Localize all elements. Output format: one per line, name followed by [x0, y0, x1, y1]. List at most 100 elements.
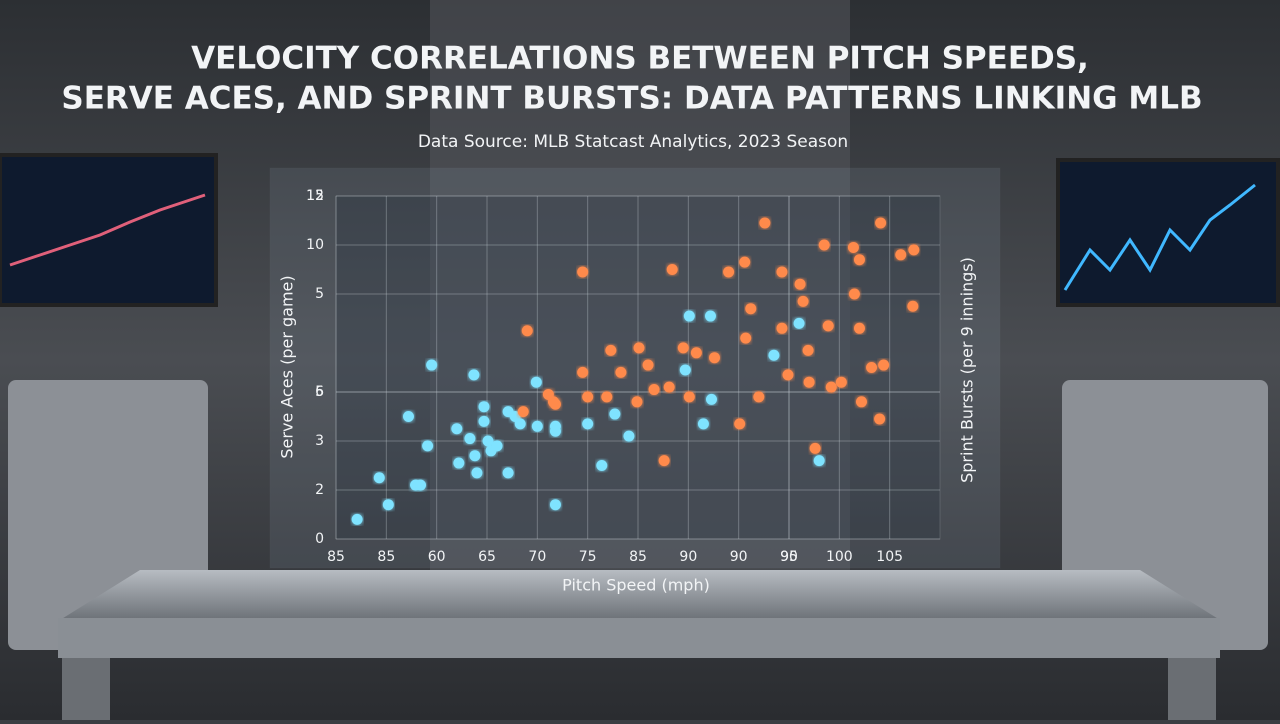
x-tick-label: 70 [528, 549, 546, 565]
x-tick-label: 85 [377, 549, 395, 565]
point [468, 369, 480, 381]
monitor-line [9, 193, 206, 267]
x-tick-label: 65 [478, 549, 496, 565]
point [759, 217, 771, 229]
point [382, 499, 394, 511]
point [453, 457, 465, 469]
x-tick-label: 75 [579, 549, 597, 565]
point [402, 411, 414, 422]
point [577, 266, 589, 278]
point [745, 303, 757, 315]
point [530, 376, 542, 388]
point [351, 513, 363, 525]
point [521, 325, 533, 337]
point [517, 406, 529, 418]
point [596, 460, 608, 471]
point [768, 349, 780, 361]
point [502, 467, 514, 479]
point [782, 369, 794, 381]
point [683, 391, 695, 403]
point [709, 352, 721, 364]
point [705, 393, 717, 405]
point [415, 479, 427, 491]
point [855, 396, 867, 408]
y-tick-label: 3 [315, 433, 324, 449]
x-tick-label: 85 [327, 549, 345, 565]
table-edge [58, 618, 1220, 658]
point [549, 499, 561, 511]
point [549, 398, 561, 410]
point [794, 278, 806, 290]
wall-panel [430, 0, 850, 600]
point [813, 455, 825, 467]
point [704, 310, 716, 322]
point [809, 442, 821, 454]
point [623, 430, 635, 442]
point [776, 322, 788, 334]
point [822, 320, 834, 332]
point [776, 266, 788, 278]
point [739, 256, 751, 268]
point [642, 359, 654, 371]
point [609, 408, 621, 420]
point [615, 366, 627, 378]
point [683, 310, 695, 322]
point [582, 391, 594, 403]
x-tick-label: 90 [730, 549, 748, 565]
point [723, 266, 735, 278]
point [853, 254, 865, 266]
y-tick-label: 0 [315, 531, 324, 547]
point [908, 244, 920, 256]
point [793, 317, 805, 329]
x-tick-label: 90 [679, 549, 697, 565]
point [677, 342, 689, 354]
y-tick-label: 6 [315, 384, 324, 400]
point [895, 249, 907, 261]
point [549, 425, 561, 437]
x-tick-label: 95 [780, 549, 798, 565]
monitor-line [1063, 183, 1256, 291]
point [835, 376, 847, 388]
point [802, 344, 814, 356]
point [907, 300, 919, 312]
point [373, 472, 385, 484]
point [422, 440, 434, 452]
point [631, 396, 643, 408]
point [451, 423, 463, 435]
point [426, 359, 438, 371]
y-tick-label: 15 [306, 188, 324, 204]
title-line: SERVE ACES, AND SPRINT BURSTS: DATA PATT… [61, 81, 1202, 117]
table-leg [1168, 658, 1216, 720]
monitor-left [0, 153, 218, 307]
y2-axis-label: Sprint Bursts (per 9 innings) [958, 257, 977, 483]
point [666, 264, 678, 275]
point [847, 241, 859, 253]
point [482, 435, 494, 447]
point [848, 288, 860, 300]
point [633, 342, 645, 354]
point [797, 295, 809, 307]
point [697, 418, 709, 430]
x-tick-label: 105 [876, 549, 903, 565]
point [740, 332, 752, 344]
point [690, 347, 702, 359]
point [648, 384, 660, 396]
title-line: VELOCITY CORRELATIONS BETWEEN PITCH SPEE… [191, 41, 1089, 77]
point [464, 433, 476, 445]
point [478, 401, 490, 413]
subtitle: Data Source: MLB Statcast Analytics, 202… [418, 132, 848, 152]
y-tick-label: 5 [315, 384, 324, 400]
point [582, 418, 594, 430]
point [878, 359, 890, 371]
y-tick-label: 5 [315, 286, 324, 302]
point [491, 440, 503, 452]
point [753, 391, 765, 403]
point [577, 366, 589, 378]
point [663, 381, 675, 393]
y-axis-label: Serve Aces (per game) [278, 275, 297, 458]
point [853, 322, 865, 334]
point [734, 418, 746, 430]
